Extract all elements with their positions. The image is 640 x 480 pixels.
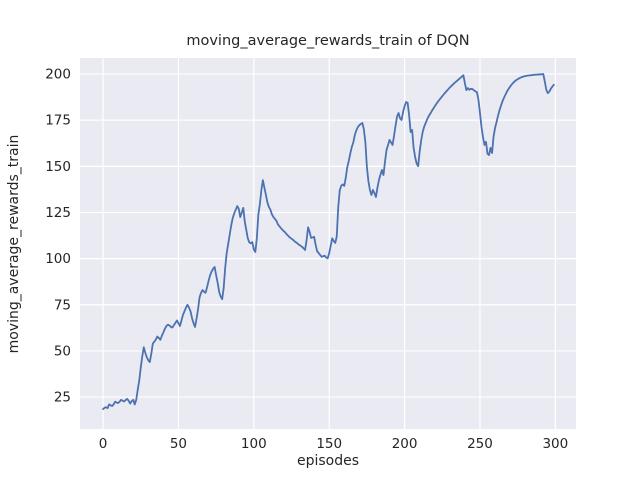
y-tick-label: 50 bbox=[54, 343, 71, 359]
x-tick-label: 300 bbox=[542, 436, 568, 452]
x-tick-label: 150 bbox=[316, 436, 342, 452]
y-tick-label: 75 bbox=[54, 297, 71, 313]
x-tick-label: 0 bbox=[99, 436, 108, 452]
chart-title: moving_average_rewards_train of DQN bbox=[186, 33, 470, 49]
y-axis-label: moving_average_rewards_train bbox=[6, 134, 22, 354]
y-tick-label: 150 bbox=[45, 159, 71, 175]
x-tick-label: 50 bbox=[170, 436, 187, 452]
x-axis-label: episodes bbox=[296, 453, 360, 469]
x-tick-label: 200 bbox=[392, 436, 418, 452]
x-tick-label: 250 bbox=[467, 436, 493, 452]
y-tick-label: 200 bbox=[45, 67, 71, 83]
plot-background bbox=[80, 58, 576, 429]
y-tick-label: 125 bbox=[45, 205, 71, 221]
x-tick-label: 100 bbox=[241, 436, 267, 452]
y-tick-label: 25 bbox=[54, 390, 71, 406]
y-tick-label: 100 bbox=[45, 251, 71, 267]
data-line bbox=[102, 73, 555, 410]
y-tick-label: 175 bbox=[45, 113, 71, 129]
